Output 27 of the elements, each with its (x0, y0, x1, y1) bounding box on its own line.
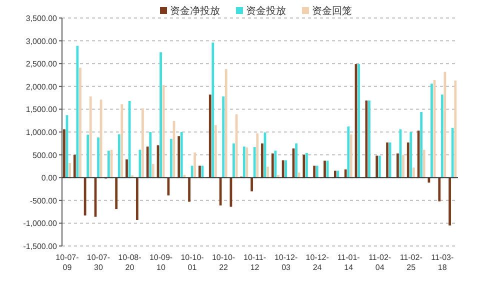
y-tick-label: -1,000.00 (23, 219, 58, 228)
y-tick-label: -500.00 (30, 196, 58, 206)
y-tick-label: 1,000.00 (26, 128, 58, 137)
y-tick-label: 500.00 (32, 150, 58, 160)
x-tick-label: 10-12-24 (306, 253, 330, 272)
x-tick-label: 10-10-22 (212, 253, 236, 272)
y-tick-label: 0.00 (41, 174, 58, 183)
x-tick-label: 11-03-18 (431, 253, 454, 272)
y-tick-label: -1,500.00 (23, 242, 58, 251)
x-tick-label: 11-02-04 (368, 253, 392, 272)
y-tick-label: 2,000.00 (26, 82, 58, 92)
legend-label: 资金回笼 (312, 5, 352, 17)
y-tick-label: 3,000.00 (26, 36, 58, 46)
x-tick-label: 11-02-25 (400, 253, 423, 272)
x-tick-label: 10-12-03 (274, 253, 298, 272)
x-tick-label: 11-01-14 (337, 253, 360, 272)
legend-label: 资金净投放 (170, 5, 220, 17)
y-tick-label: 1,500.00 (26, 105, 58, 114)
x-tick-label: 10-07-09 (56, 253, 80, 272)
x-tick-label: 10-11-12 (244, 253, 266, 272)
x-tick-label: 10-10-01 (180, 253, 204, 272)
y-tick-label: 2,500.00 (26, 60, 58, 69)
x-tick-label: 10-08-20 (118, 253, 142, 272)
x-tick-label: 10-09-10 (149, 253, 173, 272)
legend-label: 资金投放 (246, 5, 286, 17)
y-tick-label: 3,500.00 (26, 14, 58, 23)
x-tick-label: 10-07-30 (86, 253, 110, 272)
